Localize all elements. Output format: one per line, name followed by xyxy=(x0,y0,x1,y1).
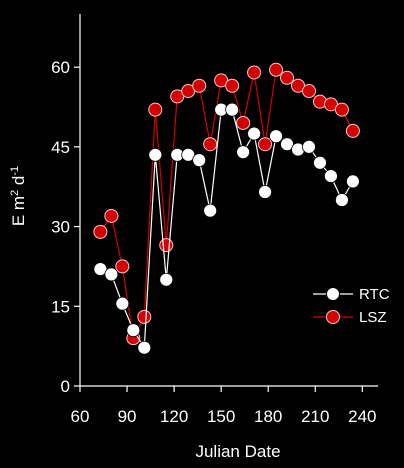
data-point-rtc xyxy=(335,193,349,207)
data-point-rtc xyxy=(247,126,261,141)
plot-area: 0 15 30 45 60 60 90 120 150 180 210 240 xyxy=(51,14,378,426)
data-point-lsz xyxy=(104,208,119,223)
y-tick-label: 30 xyxy=(51,218,70,237)
data-point-rtc xyxy=(302,139,316,154)
x-axis-title: Julian Date xyxy=(195,442,280,461)
x-tick-label: 120 xyxy=(160,407,188,426)
data-point-rtc xyxy=(126,323,141,338)
data-point-rtc xyxy=(258,185,272,199)
data-point-lsz xyxy=(93,224,108,239)
data-point-rtc xyxy=(225,102,240,117)
data-point-rtc xyxy=(324,169,338,183)
data-point-lsz xyxy=(115,259,130,274)
y-tick-label: 0 xyxy=(61,377,70,396)
data-point-rtc xyxy=(203,203,218,218)
data-point-rtc xyxy=(115,296,130,311)
data-point-rtc xyxy=(104,267,119,282)
data-point-rtc xyxy=(159,272,174,287)
data-point-lsz xyxy=(192,78,207,93)
data-point-lsz xyxy=(280,70,295,85)
legend: RTC LSZ xyxy=(313,286,390,326)
legend-item-rtc: RTC xyxy=(313,286,390,303)
data-point-rtc xyxy=(236,145,251,160)
data-point-lsz xyxy=(203,137,218,152)
data-point-lsz xyxy=(159,238,174,253)
legend-item-lsz: LSZ xyxy=(313,309,387,326)
data-point-lsz xyxy=(301,84,316,99)
data-point-lsz xyxy=(225,78,240,93)
x-tick-label: 60 xyxy=(71,407,90,426)
x-tick-label: 210 xyxy=(301,407,329,426)
data-point-rtc xyxy=(192,153,207,168)
data-point-rtc xyxy=(269,129,283,144)
x-tick-label: 90 xyxy=(118,407,137,426)
y-axis-ticks: 0 15 30 45 60 xyxy=(51,58,80,396)
data-point-lsz xyxy=(334,102,349,117)
data-point-rtc xyxy=(181,147,196,162)
legend-marker-lsz xyxy=(326,310,340,324)
data-point-lsz xyxy=(269,62,284,77)
legend-marker-rtc xyxy=(326,287,340,301)
data-point-rtc xyxy=(148,147,163,162)
x-tick-label: 150 xyxy=(207,407,235,426)
y-tick-label: 60 xyxy=(51,58,70,77)
data-point-rtc xyxy=(137,340,152,355)
series-rtc xyxy=(93,102,360,355)
data-point-lsz xyxy=(247,65,262,80)
data-point-rtc xyxy=(280,137,294,152)
data-point-lsz xyxy=(148,102,163,117)
y-tick-label: 45 xyxy=(51,138,70,157)
x-tick-label: 180 xyxy=(254,407,282,426)
data-point-rtc xyxy=(93,262,108,276)
data-point-rtc xyxy=(313,155,327,170)
x-tick-label: 240 xyxy=(348,407,376,426)
legend-label-lsz: LSZ xyxy=(359,309,387,326)
data-point-lsz xyxy=(137,309,152,324)
data-point-rtc xyxy=(346,174,360,189)
data-point-lsz xyxy=(345,123,360,138)
x-axis-ticks: 60 90 120 150 180 210 240 xyxy=(71,386,377,426)
legend-label-rtc: RTC xyxy=(359,286,390,303)
data-point-lsz xyxy=(258,137,273,152)
series-layer xyxy=(93,62,360,355)
y-tick-label: 15 xyxy=(51,297,70,316)
data-point-lsz xyxy=(236,115,251,130)
y-axis-title: E m2 d-1 xyxy=(9,166,28,226)
